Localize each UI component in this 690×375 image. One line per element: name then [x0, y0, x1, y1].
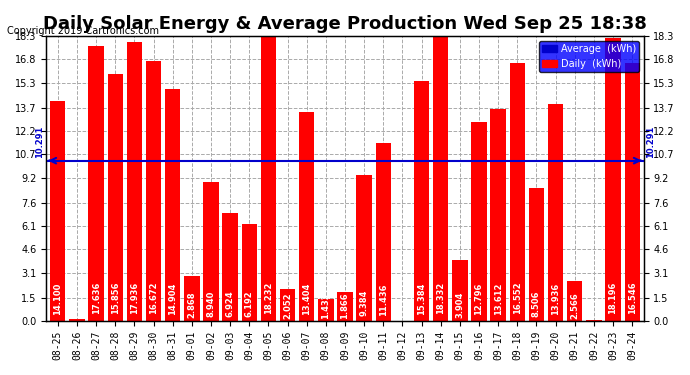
Text: 13.936: 13.936 [551, 283, 560, 315]
Bar [146, 61, 161, 321]
Bar [165, 89, 180, 321]
Text: 18.232: 18.232 [264, 281, 273, 314]
Bar [127, 42, 142, 321]
Text: 17.936: 17.936 [130, 282, 139, 314]
Text: Copyright 2019 Cartronics.com: Copyright 2019 Cartronics.com [7, 26, 159, 36]
Bar [586, 320, 602, 321]
Text: 15.384: 15.384 [417, 282, 426, 315]
Bar [184, 276, 199, 321]
Bar [548, 104, 563, 321]
Bar [624, 63, 640, 321]
Text: 1.866: 1.866 [340, 292, 350, 319]
Bar [299, 112, 315, 321]
Bar [529, 189, 544, 321]
Bar [50, 101, 66, 321]
Text: 12.796: 12.796 [475, 283, 484, 315]
Bar [471, 122, 486, 321]
Text: 2.052: 2.052 [283, 292, 292, 319]
Text: 17.636: 17.636 [92, 282, 101, 314]
Text: 13.612: 13.612 [493, 283, 502, 315]
Bar [69, 318, 85, 321]
Bar [280, 289, 295, 321]
Text: 16.546: 16.546 [628, 282, 637, 314]
Bar [337, 292, 353, 321]
Bar [261, 37, 276, 321]
Text: 6.924: 6.924 [226, 291, 235, 317]
Bar [357, 175, 372, 321]
Legend: Average  (kWh), Daily  (kWh): Average (kWh), Daily (kWh) [540, 41, 639, 72]
Bar [108, 74, 123, 321]
Text: 16.552: 16.552 [513, 282, 522, 314]
Bar [414, 81, 429, 321]
Bar [567, 281, 582, 321]
Text: 2.566: 2.566 [570, 292, 579, 318]
Text: 3.904: 3.904 [455, 292, 464, 318]
Text: 8.506: 8.506 [532, 290, 541, 317]
Text: 9.384: 9.384 [359, 290, 368, 316]
Bar [452, 260, 468, 321]
Bar [510, 63, 525, 321]
Bar [204, 182, 219, 321]
Bar [241, 225, 257, 321]
Text: 8.940: 8.940 [206, 290, 215, 316]
Text: 16.672: 16.672 [149, 282, 158, 314]
Text: 11.436: 11.436 [379, 283, 388, 316]
Title: Daily Solar Energy & Average Production Wed Sep 25 18:38: Daily Solar Energy & Average Production … [43, 15, 647, 33]
Text: 14.904: 14.904 [168, 282, 177, 315]
Text: 2.868: 2.868 [188, 292, 197, 318]
Text: 1.432: 1.432 [322, 292, 331, 319]
Text: 6.192: 6.192 [245, 291, 254, 317]
Bar [605, 38, 621, 321]
Bar [491, 109, 506, 321]
Text: 13.404: 13.404 [302, 283, 311, 315]
Text: 18.332: 18.332 [436, 281, 445, 314]
Bar [375, 143, 391, 321]
Bar [433, 36, 448, 321]
Text: 10.291: 10.291 [646, 126, 655, 158]
Bar [318, 298, 333, 321]
Text: 14.100: 14.100 [53, 283, 62, 315]
Bar [222, 213, 238, 321]
Text: 18.196: 18.196 [609, 281, 618, 314]
Text: 10.291: 10.291 [35, 126, 44, 158]
Bar [88, 46, 104, 321]
Text: 15.856: 15.856 [111, 282, 120, 314]
